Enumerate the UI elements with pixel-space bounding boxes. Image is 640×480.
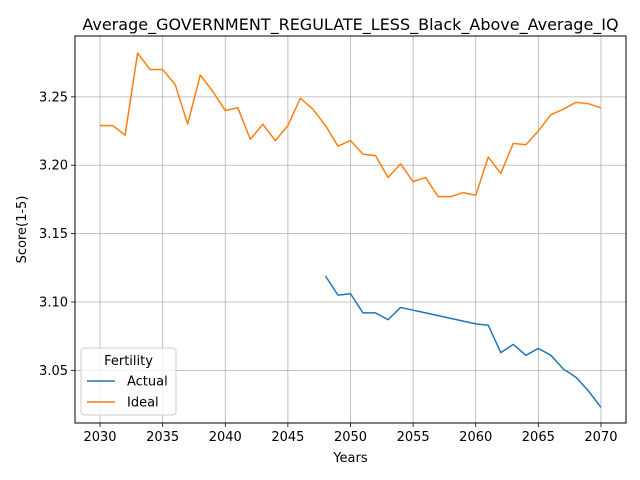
legend-title: Fertility bbox=[104, 354, 153, 369]
x-tick-label: 2070 bbox=[584, 430, 617, 445]
x-tick-label: 2065 bbox=[522, 430, 555, 445]
y-tick-label: 3.25 bbox=[39, 90, 68, 105]
x-tick-label: 2040 bbox=[209, 430, 242, 445]
series-lines bbox=[100, 52, 602, 408]
x-tick-label: 2045 bbox=[271, 430, 304, 445]
series-line-ideal bbox=[100, 52, 602, 198]
x-tick-label: 2035 bbox=[146, 430, 179, 445]
legend-box bbox=[80, 347, 177, 416]
x-axis-label: Years bbox=[332, 451, 368, 466]
x-axis-ticks: 2030 2035 2040 2045 2050 2055 2060 2065 2070 bbox=[83, 423, 618, 445]
legend: Fertility Actual Ideal bbox=[80, 347, 177, 416]
x-tick-label: 2055 bbox=[397, 430, 430, 445]
series-line-actual bbox=[324, 275, 602, 408]
y-tick-label: 3.05 bbox=[39, 364, 68, 379]
legend-label-ideal: Ideal bbox=[127, 396, 159, 411]
y-axis-label: Score(1-5) bbox=[15, 196, 30, 264]
y-tick-label: 3.10 bbox=[39, 295, 68, 310]
x-tick-label: 2030 bbox=[83, 430, 116, 445]
y-tick-label: 3.20 bbox=[39, 159, 68, 174]
grid bbox=[75, 36, 626, 423]
y-axis-ticks: 3.05 3.10 3.15 3.20 3.25 bbox=[39, 90, 75, 379]
x-tick-label: 2060 bbox=[459, 430, 492, 445]
chart-title: Average_GOVERNMENT_REGULATE_LESS_Black_A… bbox=[82, 15, 618, 35]
x-tick-label: 2050 bbox=[334, 430, 367, 445]
legend-label-actual: Actual bbox=[127, 375, 168, 390]
legend-items: Actual Ideal bbox=[87, 375, 168, 411]
y-tick-label: 3.15 bbox=[39, 227, 68, 242]
